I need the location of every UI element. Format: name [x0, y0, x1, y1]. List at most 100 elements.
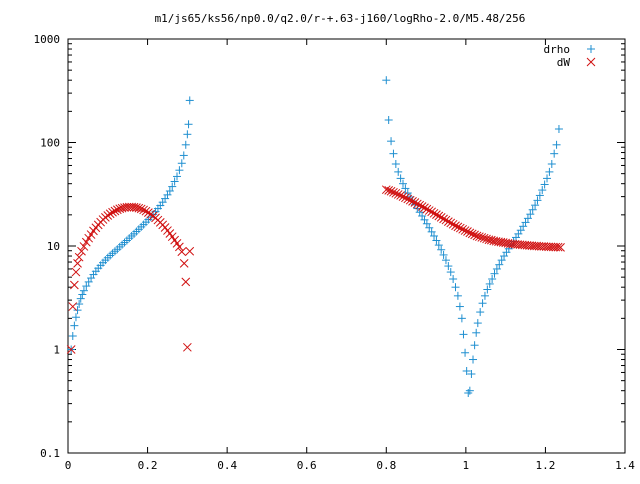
cross-b	[181, 277, 191, 287]
dw-point	[108, 207, 117, 217]
drho-point	[483, 285, 492, 294]
cross-b	[470, 230, 479, 240]
cross-b	[420, 203, 429, 213]
cross-b	[460, 226, 470, 235]
cross-b	[412, 199, 422, 209]
dw-point	[470, 230, 479, 240]
legend-label-drho: drho	[544, 43, 571, 56]
drho-point	[521, 218, 530, 227]
cross-b	[513, 240, 522, 249]
cross-b	[441, 215, 451, 225]
dw-point	[451, 221, 460, 231]
dw-point	[77, 246, 86, 256]
cross-b	[532, 241, 542, 251]
x-tick-label: 1.4	[615, 459, 635, 472]
cross-b	[185, 246, 195, 256]
dw-point	[477, 233, 487, 242]
drho-point	[432, 236, 441, 245]
drho-point	[478, 299, 487, 308]
cross-b	[501, 238, 510, 248]
drho-point	[490, 269, 499, 278]
drho-point	[439, 250, 448, 259]
dw-point	[134, 203, 144, 213]
drho-point	[398, 179, 407, 188]
drho-point	[462, 366, 471, 375]
y-tick-label: 1000	[34, 33, 61, 46]
drho-point	[183, 130, 192, 139]
dw-point	[179, 258, 189, 268]
cross-b	[465, 228, 475, 238]
drho-point	[175, 166, 184, 175]
drho-point	[476, 308, 485, 317]
cross-b	[396, 191, 405, 200]
dw-point	[73, 258, 82, 268]
drho-point	[165, 186, 174, 195]
cross-b	[132, 203, 141, 212]
dw-point	[432, 210, 441, 219]
dw-point	[405, 195, 415, 205]
dw-point	[185, 246, 195, 256]
drho-point	[467, 369, 476, 378]
drho-point	[425, 223, 434, 232]
drho-point	[430, 231, 439, 240]
dw-point	[70, 280, 79, 290]
x-tick-label: 0.8	[376, 459, 396, 472]
drho-point	[495, 260, 504, 269]
dw-point	[110, 206, 120, 216]
drho-point	[457, 314, 466, 323]
drho-point	[543, 174, 552, 183]
cross-b	[520, 240, 530, 250]
drho-point	[396, 174, 405, 183]
cross-b	[475, 232, 484, 242]
dw-point	[429, 208, 439, 218]
drho-point	[523, 214, 532, 223]
drho-point	[449, 274, 458, 283]
series-dw	[66, 185, 565, 354]
drho-point	[173, 172, 182, 181]
cross-b	[489, 236, 499, 246]
drho-point	[587, 45, 595, 53]
x-tick-label: 1.2	[535, 459, 555, 472]
drho-point	[528, 205, 537, 214]
x-tick-label: 1	[463, 459, 470, 472]
drho-point	[177, 159, 186, 168]
dw-point	[441, 215, 451, 225]
dw-point	[439, 214, 448, 224]
cross-b	[496, 237, 506, 247]
cross-b	[539, 242, 549, 251]
drho-point	[76, 294, 85, 303]
dw-point	[81, 237, 91, 247]
cross-b	[546, 242, 556, 252]
dw-point	[71, 267, 81, 277]
dw-point	[384, 185, 394, 195]
dw-point	[396, 191, 405, 200]
cross-b	[498, 238, 508, 247]
legend-label-dw: dW	[557, 56, 571, 69]
cross-b	[503, 239, 513, 248]
drho-point	[472, 328, 481, 337]
cross-b	[175, 242, 184, 252]
drho-point	[184, 120, 193, 129]
drho-point	[459, 330, 468, 339]
drho-point	[170, 177, 179, 186]
cross-b	[172, 239, 182, 248]
dw-point	[139, 205, 148, 215]
drho-point	[71, 313, 80, 322]
cross-b	[422, 204, 432, 214]
cross-b	[381, 185, 391, 195]
cross-b	[398, 192, 408, 201]
drho-point	[179, 151, 188, 160]
cross-b	[110, 206, 120, 216]
dw-point	[417, 202, 427, 211]
dw-point	[177, 247, 187, 257]
cross-b	[77, 246, 86, 256]
cross-b	[141, 206, 151, 216]
dw-point	[79, 242, 89, 251]
cross-b	[551, 242, 561, 252]
cross-b	[179, 258, 189, 268]
drho-point	[78, 290, 87, 299]
dw-point	[391, 188, 401, 198]
dw-point	[86, 230, 96, 239]
